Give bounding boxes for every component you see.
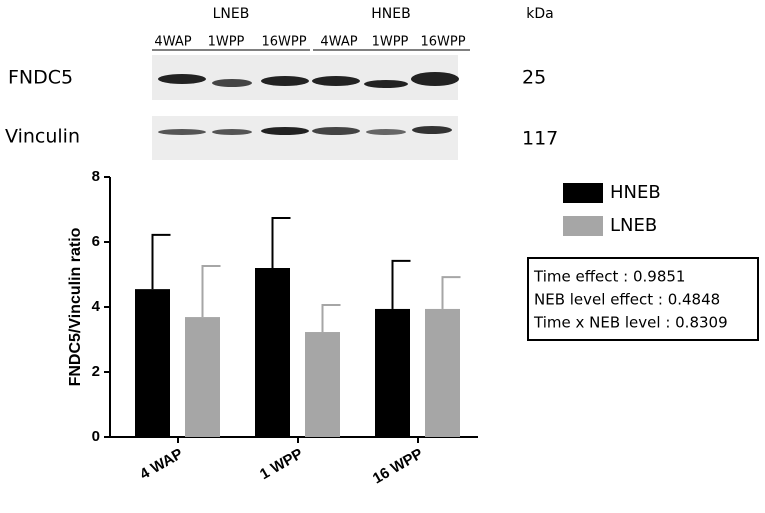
size-label: 117 <box>522 128 558 150</box>
y-axis-label: FNDC5/Vinculin ratio <box>67 227 84 386</box>
legend-label: HNEB <box>610 182 661 203</box>
group-label: HNEB <box>371 6 410 22</box>
lane-label: 4WAP <box>154 35 191 50</box>
bar <box>425 308 460 437</box>
legend-label: LNEB <box>610 215 657 236</box>
bar <box>135 289 170 437</box>
y-tick-label: 0 <box>92 428 100 445</box>
annotation: NEB level effect : 0.4848 <box>534 291 720 309</box>
blot-panel <box>152 116 458 160</box>
size-label: 25 <box>522 67 546 89</box>
lane-label: 4WAP <box>320 35 357 50</box>
bar <box>375 308 410 437</box>
y-tick-label: 4 <box>92 298 101 315</box>
bar <box>255 268 290 437</box>
x-tick-label: 1 WPP <box>257 445 306 483</box>
bar <box>185 317 220 437</box>
x-tick-label: 16 WPP <box>370 445 426 487</box>
y-tick-label: 2 <box>92 363 100 380</box>
annotation: Time x NEB level : 0.8309 <box>533 314 728 332</box>
legend-swatch <box>563 183 603 203</box>
bar <box>305 332 340 437</box>
lane-label: 1WPP <box>208 35 245 50</box>
bands <box>158 72 459 135</box>
x-tick-label: 4 WAP <box>137 445 186 483</box>
unit-label: kDa <box>526 6 553 22</box>
group-label: LNEB <box>213 6 250 22</box>
stats-box <box>527 257 759 341</box>
lane-label: 16WPP <box>261 35 306 50</box>
legend-swatch <box>563 216 603 236</box>
y-tick-label: 8 <box>92 168 100 185</box>
y-tick-label: 6 <box>92 233 100 250</box>
lane-label: 1WPP <box>372 35 409 50</box>
lane-label: 16WPP <box>420 35 465 50</box>
protein-label: FNDC5 <box>8 67 73 89</box>
protein-label: Vinculin <box>5 126 80 148</box>
annotation: Time effect : 0.9851 <box>533 268 685 286</box>
